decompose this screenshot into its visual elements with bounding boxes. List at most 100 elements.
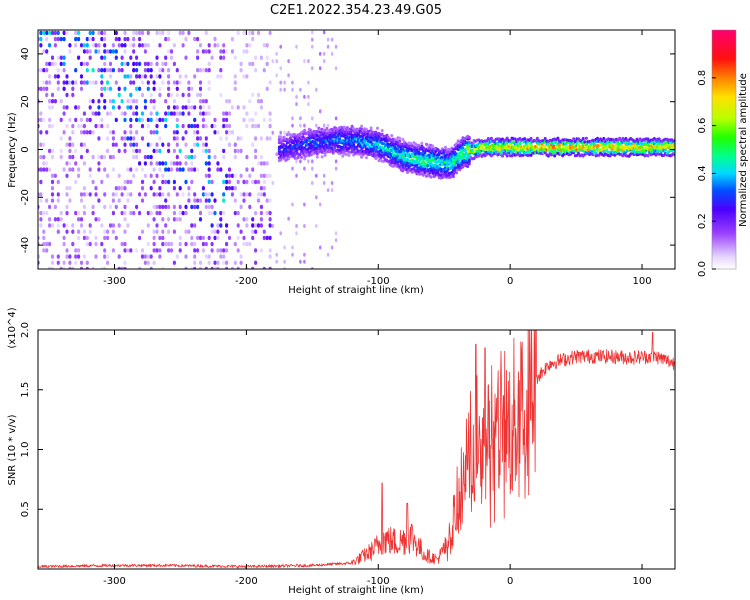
heatmap-cell [132, 99, 136, 104]
heatmap-cell [622, 145, 626, 149]
heatmap-cell [262, 43, 266, 48]
heatmap-cell [50, 260, 55, 265]
heatmap-cell [172, 217, 176, 222]
heatmap-cell [330, 245, 334, 250]
heatmap-cell [489, 136, 493, 140]
x-tick-label: -200 [235, 276, 258, 287]
heatmap-cell [213, 210, 217, 216]
heatmap-cell [77, 210, 81, 216]
heatmap-cell [222, 260, 226, 265]
heatmap-cell [143, 99, 147, 104]
heatmap-cell [85, 80, 89, 85]
heatmap-cell [50, 223, 55, 228]
heatmap-cell [120, 61, 124, 67]
heatmap-cell [169, 241, 174, 247]
heatmap-cell [155, 210, 159, 216]
heatmap-cell [184, 55, 188, 60]
heatmap-cell [88, 223, 92, 228]
heatmap-cell [201, 117, 205, 123]
heatmap-cell [85, 235, 89, 241]
heatmap-cell [77, 55, 81, 60]
heatmap-cell [608, 154, 612, 158]
heatmap-cell [659, 145, 663, 149]
heatmap-cell [39, 198, 43, 203]
heatmap-cell [129, 117, 133, 123]
heatmap-cell [167, 248, 171, 253]
heatmap-cell [59, 154, 63, 160]
heatmap-cell [39, 130, 43, 135]
heatmap-cell [68, 136, 72, 141]
heatmap-cell [193, 105, 197, 110]
heatmap-cell [233, 80, 237, 85]
heatmap-cell [299, 259, 302, 264]
heatmap-cell [181, 30, 185, 36]
heatmap-cell [242, 30, 246, 36]
heatmap-cell [414, 152, 417, 156]
heatmap-cell [248, 30, 252, 36]
heatmap-cell [65, 74, 69, 79]
heatmap-cell [45, 130, 49, 135]
heatmap-cell [184, 74, 188, 79]
heatmap-cell [248, 61, 252, 67]
y-tick-label: 1.0 [20, 442, 31, 458]
heatmap-cell [85, 61, 89, 67]
heatmap-cell [230, 173, 234, 178]
heatmap-cell [225, 117, 229, 123]
heatmap-cell [239, 254, 243, 259]
heatmap-cell [207, 179, 211, 185]
heatmap-cell [45, 210, 49, 216]
heatmap-cell [155, 148, 159, 154]
heatmap-cell [172, 80, 176, 85]
heatmap-cell [210, 266, 214, 269]
heatmap-cell [143, 61, 147, 67]
heatmap-cell [74, 210, 78, 216]
heatmap-cell [39, 43, 43, 48]
heatmap-cell [82, 161, 86, 166]
heatmap-cell [71, 86, 75, 92]
heatmap-cell [88, 49, 92, 54]
heatmap-cell [91, 36, 95, 42]
heatmap-cell [123, 266, 127, 269]
heatmap-cell [216, 167, 220, 172]
heatmap-cell [138, 117, 142, 123]
heatmap-cell [132, 136, 136, 141]
heatmap-cell [77, 235, 81, 241]
heatmap-cell [303, 166, 306, 171]
heatmap-cell [117, 198, 121, 203]
heatmap-cell [178, 161, 182, 166]
heatmap-cell [79, 43, 84, 48]
heatmap-cell [138, 235, 142, 241]
heatmap-cell [152, 80, 156, 85]
heatmap-cell [204, 148, 208, 154]
heatmap-cell [123, 61, 127, 67]
heatmap-cell [100, 92, 104, 98]
heatmap-cell [50, 61, 55, 67]
heatmap-cell [149, 210, 153, 216]
heatmap-cell [132, 142, 136, 147]
heatmap-cell [178, 210, 182, 216]
heatmap-cell [85, 266, 89, 269]
heatmap-cell [161, 80, 165, 85]
heatmap-cell [158, 92, 162, 98]
heatmap-cell [175, 130, 179, 135]
heatmap-cell [65, 192, 69, 197]
heatmap-cell [401, 137, 405, 141]
heatmap-cell [175, 167, 179, 172]
heatmap-cell [103, 235, 107, 241]
heatmap-cell [56, 217, 60, 222]
heatmap-cell [295, 94, 298, 99]
heatmap-cell [535, 136, 539, 140]
heatmap-cell [158, 254, 162, 259]
heatmap-cell [271, 59, 275, 64]
heatmap-cell [233, 74, 237, 79]
heatmap-cell [100, 80, 104, 85]
heatmap-cell [248, 204, 252, 210]
heatmap-cell [254, 123, 258, 129]
heatmap-cell [242, 217, 246, 222]
heatmap-cell [175, 68, 179, 73]
heatmap-cell [65, 105, 69, 110]
heatmap-cell [164, 117, 168, 123]
heatmap-cell [100, 86, 104, 92]
heatmap-cell [245, 43, 249, 48]
heatmap-cell [256, 30, 261, 36]
